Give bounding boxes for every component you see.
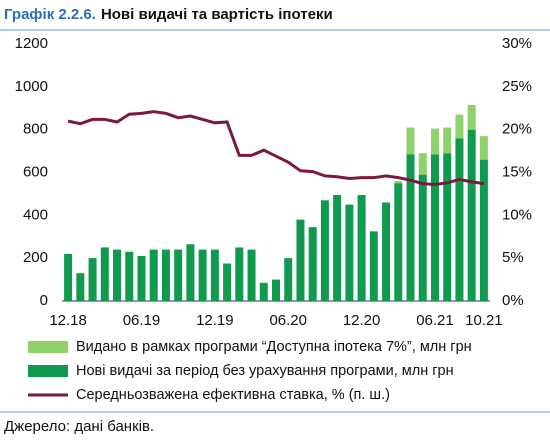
x-tick-label: 06.19	[123, 312, 161, 329]
bar	[235, 247, 244, 301]
bar	[394, 181, 403, 184]
bar	[369, 231, 378, 301]
bar	[259, 282, 268, 301]
bar	[223, 263, 232, 301]
bar	[149, 249, 158, 301]
y-tick-label: 200	[23, 249, 48, 266]
bar	[467, 105, 476, 130]
x-tick-label: 06.20	[269, 312, 307, 329]
bar	[161, 249, 170, 301]
bar	[320, 200, 329, 301]
source: Джерело: дані банків.	[4, 418, 154, 435]
bar	[382, 202, 391, 301]
bar	[308, 227, 317, 301]
chart-title-line: Графік 2.2.6. Нові видачі та вартість іпо…	[4, 6, 333, 23]
y-tick-label: 600	[23, 163, 48, 180]
y2-tick-label: 10%	[502, 206, 532, 223]
bar	[125, 251, 134, 301]
legend-swatch	[28, 341, 68, 353]
bar	[357, 194, 366, 301]
y-tick-label: 800	[23, 121, 48, 138]
legend-label: Видано в рамках програми “Доступна іпоте…	[76, 339, 472, 355]
bar	[455, 114, 464, 139]
bar	[198, 249, 207, 301]
y-tick-label: 1200	[15, 35, 48, 52]
legend-label: Середньозважена ефективна ставка, % (п. …	[76, 387, 390, 403]
line	[67, 110, 485, 187]
bar	[406, 127, 415, 155]
bar	[272, 279, 280, 301]
x-tick-label: 06.21	[416, 312, 454, 329]
y2-tick-label: 20%	[502, 121, 532, 138]
bar	[394, 183, 403, 301]
x-tick-label: 12.20	[343, 312, 381, 329]
bar	[443, 127, 452, 154]
bar	[418, 174, 427, 301]
y-tick-label: 1000	[15, 78, 48, 95]
y-tick-label: 0	[40, 292, 48, 309]
y2-tick-label: 30%	[502, 35, 532, 52]
bar	[406, 154, 415, 301]
bar	[296, 219, 305, 301]
bar	[333, 194, 342, 301]
bar	[479, 159, 488, 301]
y2-tick-label: 0%	[502, 292, 524, 309]
bar	[88, 258, 97, 301]
chart-title: Нові видачі та вартість іпотеки	[101, 6, 333, 23]
bar	[76, 273, 85, 301]
bar	[443, 153, 452, 301]
bar	[247, 249, 256, 301]
bar	[430, 128, 439, 155]
bar	[479, 136, 488, 160]
y-tick-label: 400	[23, 206, 48, 223]
bar	[100, 247, 109, 301]
bar	[418, 153, 427, 175]
bar	[455, 138, 464, 301]
x-tick-label: 10.21	[465, 312, 503, 329]
legend-label: Нові видачі за період без урахування про…	[76, 363, 454, 379]
x-tick-label: 12.19	[196, 312, 234, 329]
bar	[467, 129, 476, 301]
bar	[186, 244, 195, 301]
bar	[284, 258, 293, 301]
bar	[137, 256, 146, 301]
bar	[113, 249, 122, 301]
y2-tick-label: 25%	[502, 78, 532, 95]
y2-tick-label: 15%	[502, 163, 532, 180]
bar	[64, 253, 73, 301]
bar	[210, 249, 219, 301]
bar	[345, 204, 354, 301]
figure-label: Графік 2.2.6.	[4, 6, 96, 23]
bar	[174, 249, 183, 301]
bar	[430, 154, 439, 301]
x-tick-label: 12.18	[49, 312, 87, 329]
legend-swatch	[28, 365, 68, 377]
y2-tick-label: 5%	[502, 249, 524, 266]
